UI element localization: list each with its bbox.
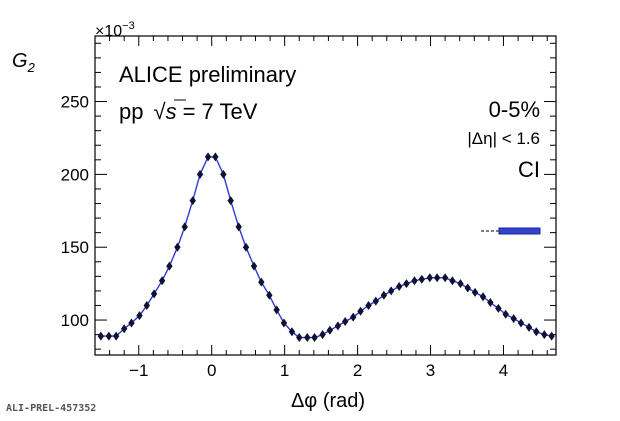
data-point — [357, 306, 364, 316]
data-point — [181, 222, 188, 232]
y-axis-title-main: G — [12, 50, 28, 72]
data-point — [220, 169, 227, 179]
data-point — [97, 331, 105, 341]
data-point — [266, 290, 273, 300]
data-point — [395, 282, 403, 292]
data-point — [280, 318, 288, 328]
data-point — [150, 289, 158, 299]
centrality-label: 0-5% — [489, 97, 540, 122]
data-point — [136, 311, 143, 321]
x-tick-label: 2 — [353, 361, 362, 380]
data-point — [235, 222, 242, 232]
x-tick-label: 0 — [207, 361, 216, 380]
plot-frame — [94, 35, 557, 356]
data-point — [273, 305, 280, 315]
data-point — [334, 321, 342, 331]
data-point — [403, 279, 410, 289]
data-point — [433, 273, 441, 283]
data-point — [120, 324, 128, 334]
data-point — [166, 261, 173, 271]
system-prefix: pp — [119, 99, 143, 124]
data-point — [510, 314, 517, 324]
data-point — [189, 196, 196, 206]
x-tick-label: 1 — [280, 361, 289, 380]
data-point — [495, 303, 502, 313]
data-point — [196, 169, 204, 179]
figure-id: ALI-PREL-457352 — [6, 403, 97, 414]
y-tick-label: 150 — [61, 238, 89, 257]
x-axis-title: Δφ (rad) — [291, 390, 365, 412]
system-label: pp √s = 7 TeV — [119, 99, 258, 124]
data-point — [418, 274, 425, 284]
data-point — [387, 286, 395, 296]
legend-band — [481, 227, 541, 235]
data-point — [258, 277, 265, 287]
series-curve — [100, 156, 552, 339]
data-point — [242, 242, 250, 252]
sqrt-sign: √ — [153, 99, 166, 124]
data-point — [464, 283, 471, 293]
data-point — [426, 273, 434, 283]
data-point — [288, 327, 296, 337]
eta-cut-label: |Δη| < 1.6 — [467, 129, 540, 148]
data-point — [548, 331, 555, 341]
data-point — [533, 327, 540, 337]
y-multiplier-base: ×10 — [95, 23, 122, 40]
data-point — [296, 333, 303, 343]
x-tick-label: 4 — [499, 361, 508, 380]
data-point — [204, 152, 212, 162]
legend-band-box — [498, 227, 541, 235]
data-point — [227, 196, 234, 206]
data-point — [212, 152, 219, 162]
data-point — [105, 331, 113, 341]
data-point — [128, 318, 135, 328]
data-point — [319, 330, 326, 340]
data-point — [517, 318, 525, 328]
data-point — [411, 276, 418, 286]
data-point — [311, 333, 318, 343]
y-axis-title: G2 — [12, 50, 36, 75]
data-point — [158, 276, 166, 286]
experiment-label: ALICE preliminary — [119, 62, 296, 87]
y-tick-label: 100 — [61, 311, 89, 330]
series-markers — [97, 152, 555, 343]
data-point — [457, 279, 464, 289]
data-point — [471, 287, 479, 297]
data-point — [502, 309, 509, 319]
data-point — [365, 300, 372, 310]
data-point — [143, 300, 150, 310]
data-point — [479, 292, 487, 302]
x-tick-label: −1 — [129, 361, 148, 380]
data-point — [304, 333, 311, 343]
data-point — [441, 273, 449, 283]
y-axis-title-sub: 2 — [27, 60, 36, 75]
data-point — [350, 312, 357, 322]
data-point — [341, 316, 349, 326]
axis-ticks: −1 0 1 2 3 4 100 150 200 250 — [61, 36, 556, 380]
y-multiplier: ×10−3 — [95, 20, 135, 40]
data-point — [326, 325, 334, 335]
data-point — [541, 330, 548, 340]
data-point — [112, 331, 120, 341]
y-tick-label: 200 — [61, 165, 89, 184]
y-multiplier-exp: −3 — [122, 20, 135, 32]
data-point — [449, 276, 456, 286]
data-point — [250, 261, 258, 271]
data-point — [525, 322, 533, 332]
ci-label: CI — [518, 157, 540, 182]
data-point — [380, 290, 388, 300]
x-tick-label: 3 — [426, 361, 435, 380]
data-point — [372, 296, 380, 306]
system-energy: = 7 TeV — [183, 99, 258, 124]
y-tick-label: 250 — [61, 93, 89, 112]
data-point — [174, 242, 181, 252]
system-s: s — [166, 99, 177, 124]
data-point — [487, 298, 494, 308]
